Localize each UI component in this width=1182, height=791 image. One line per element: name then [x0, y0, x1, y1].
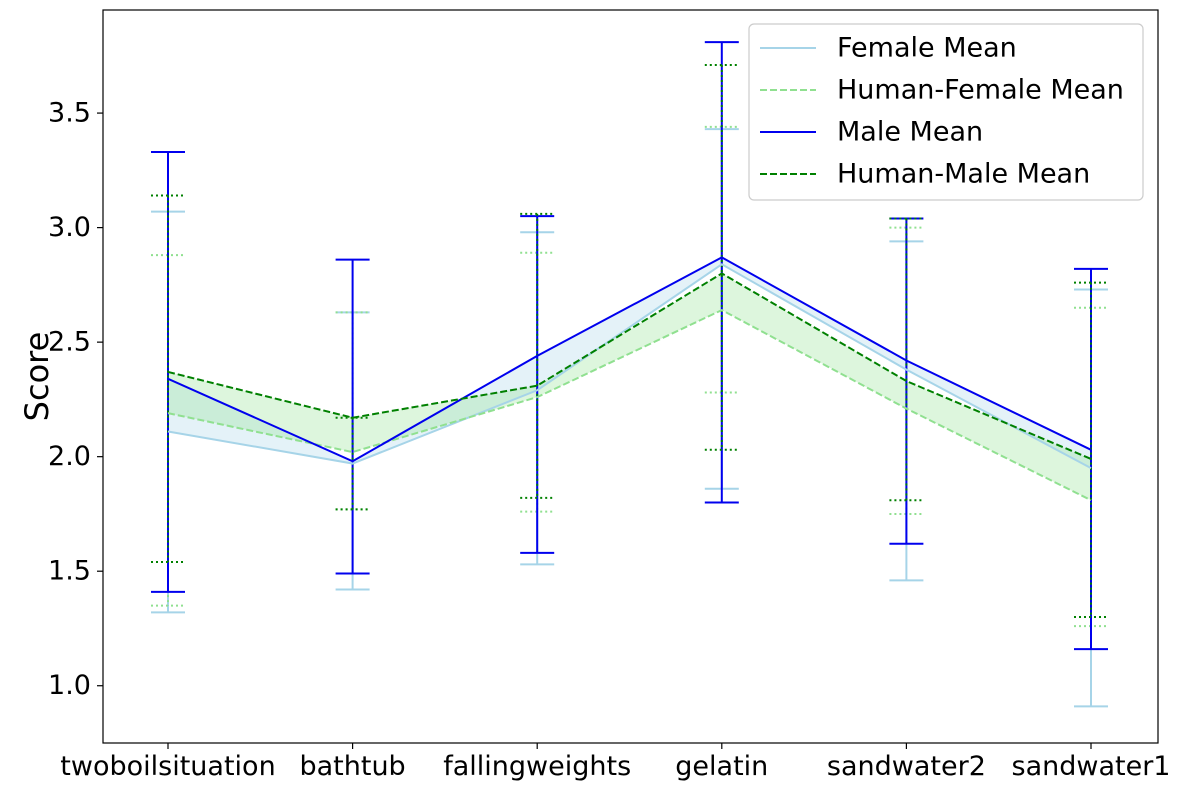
y-tick-label: 1.5	[48, 556, 91, 587]
series-line-human_male	[167, 272, 1092, 460]
series-line-human_female	[167, 308, 1092, 502]
y-tick-label: 1.0	[48, 670, 91, 701]
y-axis-label: Score	[18, 332, 56, 422]
series-line-female	[167, 263, 1092, 470]
legend-label-human_female: Human-Female Mean	[837, 75, 1124, 106]
x-tick-label: bathtub	[299, 751, 405, 782]
legend-label-female: Female Mean	[837, 33, 1017, 64]
y-tick-label: 2.5	[48, 327, 91, 358]
x-axis: twoboilsituation bathtub fallingweights gel…	[60, 743, 1170, 782]
legend: Female Mean Human-Female Mean Male Mean Hum…	[748, 23, 1144, 201]
y-tick-label: 2.0	[48, 441, 91, 472]
x-tick-label: gelatin	[675, 751, 768, 782]
plot-frame	[102, 9, 1159, 744]
x-tick-label: sandwater1	[1012, 751, 1171, 782]
y-axis: 1.0 1.5 2.0 2.5 3.0 3.5	[48, 98, 103, 701]
legend-label-male: Male Mean	[837, 117, 983, 148]
legend-box	[748, 23, 1144, 201]
series-lines	[167, 256, 1092, 502]
confidence-bands	[168, 257, 1091, 501]
y-tick-label: 3.0	[48, 212, 91, 243]
y-tick-label: 3.5	[48, 98, 91, 129]
series-line-male	[167, 256, 1092, 463]
legend-label-human_male: Human-Male Mean	[837, 159, 1090, 190]
x-tick-label: sandwater2	[827, 751, 986, 782]
x-tick-label: twoboilsituation	[60, 751, 275, 782]
x-tick-label: fallingweights	[443, 751, 631, 782]
